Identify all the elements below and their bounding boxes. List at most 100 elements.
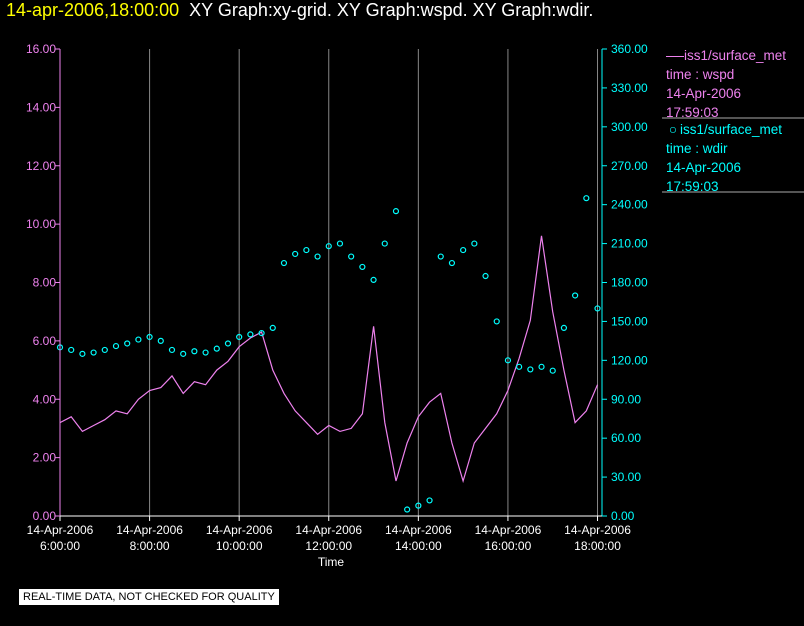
y-left-tick-label: 4.00 <box>33 392 57 406</box>
y-left-tick-label: 12.00 <box>26 159 56 173</box>
x-tick-label-date: 14-Apr-2006 <box>116 523 183 537</box>
chart-title-bar: 14-apr-2006,18:00:00 XY Graph:xy-grid. X… <box>6 0 593 21</box>
legend-series-time: 17:59:03 <box>666 105 719 120</box>
x-tick-label-time: 12:00:00 <box>305 539 352 553</box>
legend-series-time: 17:59:03 <box>666 179 719 194</box>
series-point-wdir <box>202 349 209 356</box>
legend-separators <box>662 117 804 193</box>
y-left-tick-label: 6.00 <box>33 334 57 348</box>
series-point-wdir <box>213 345 220 352</box>
series-point-wdir <box>583 195 590 202</box>
series-point-wdir <box>180 350 187 357</box>
x-tick-label-time: 6:00:00 <box>40 539 80 553</box>
legend-circle-marker: ○ <box>668 122 678 137</box>
series-point-wdir <box>224 340 232 347</box>
legend-series-var: time : wdir <box>666 141 728 156</box>
series-point-wdir <box>560 324 568 332</box>
timestamp-label: 14-apr-2006,18:00:00 <box>6 0 180 20</box>
series-point-wdir <box>258 329 265 337</box>
series-point-wdir <box>124 340 131 347</box>
x-tick-label-time: 14:00:00 <box>395 539 442 553</box>
series-point-wdir <box>359 263 366 271</box>
y-right-tick-label: 150.00 <box>611 314 648 328</box>
y-left-tick-label: 2.00 <box>33 451 57 465</box>
series-point-wdir <box>370 276 377 284</box>
y-left-tick-label: 0.00 <box>33 509 57 523</box>
series-point-wdir <box>504 357 512 364</box>
x-tick-label-time: 16:00:00 <box>485 539 532 553</box>
y-right-tick-label: 330.00 <box>611 81 648 95</box>
series-point-wdir <box>280 259 288 267</box>
series-point-wdir <box>135 336 142 343</box>
x-tick-label-time: 18:00:00 <box>574 539 621 553</box>
y-right-tick-label: 180.00 <box>611 276 648 290</box>
x-axis-label: Time <box>318 555 345 569</box>
legend-series-date: 14-Apr-2006 <box>666 86 742 101</box>
x-tick-label-date: 14-Apr-2006 <box>27 523 94 537</box>
series-point-wdir <box>236 333 243 341</box>
series-point-wdir <box>90 349 97 356</box>
series-point-wdir <box>415 502 422 509</box>
legend-line-marker <box>666 55 684 57</box>
x-tick-label-date: 14-Apr-2006 <box>385 523 452 537</box>
y-right-tick-label: 300.00 <box>611 120 648 134</box>
series-point-wdir <box>303 246 310 254</box>
series-point-wdir <box>79 350 86 357</box>
x-tick-label-date: 14-Apr-2006 <box>564 523 631 537</box>
series-point-wdir <box>493 318 500 325</box>
series-point-wdir <box>348 253 355 260</box>
series-point-wdir <box>516 363 523 370</box>
series-point-wdir <box>549 367 556 374</box>
grid-lines <box>59 49 599 516</box>
y-right-tick-label: 90.00 <box>611 392 641 406</box>
y-right-tick-label: 120.00 <box>611 353 648 367</box>
y-right-tick-label: 240.00 <box>611 198 648 212</box>
series-point-wdir <box>112 342 120 350</box>
y-left-tick-label: 8.00 <box>33 276 57 290</box>
series-point-wdir <box>146 333 153 341</box>
y-left-tick-label: 14.00 <box>26 100 56 114</box>
graph-names-label: XY Graph:xy-grid. XY Graph:wspd. XY Grap… <box>189 0 594 20</box>
legend-entry-wdir: ○ iss1/surface_met time : wdir 14-Apr-200… <box>666 120 782 196</box>
y-right-tick-label: 360.00 <box>611 42 648 56</box>
series-point-wdir <box>269 324 276 332</box>
series-point-wdir <box>392 208 400 215</box>
series-point-wdir <box>538 363 545 370</box>
legend-entry-wspd: iss1/surface_met time : wspd 14-Apr-2006… <box>666 46 786 122</box>
series-point-wdir <box>68 346 75 354</box>
y-left-tick-label: 16.00 <box>26 42 56 56</box>
series-point-wdir <box>426 497 433 504</box>
series-point-wdir <box>292 250 299 258</box>
y-right-tick-label: 60.00 <box>611 431 641 445</box>
axes: 14-Apr-2006 6:00:00 14-Apr-2006 8:00:00 14-A… <box>26 42 648 553</box>
legend-series-date: 14-Apr-2006 <box>666 160 742 175</box>
series-point-wdir <box>448 259 456 267</box>
legend-series-name: iss1/surface_met <box>680 122 783 137</box>
series-line-wspd <box>59 235 599 484</box>
series-point-wdir <box>247 331 254 338</box>
series-point-wdir <box>168 346 176 354</box>
series-point-wdir <box>460 246 467 254</box>
series-point-wdir <box>325 243 332 250</box>
series-point-wdir <box>572 292 579 299</box>
series-point-wdir <box>527 366 534 373</box>
y-left-tick-label: 10.00 <box>26 217 56 231</box>
series-point-wdir <box>437 253 444 260</box>
x-tick-label-date: 14-Apr-2006 <box>295 523 362 537</box>
y-right-tick-label: 210.00 <box>611 237 648 251</box>
series-point-wdir <box>482 272 489 280</box>
y-right-tick-label: 0.00 <box>611 509 635 523</box>
series-point-wdir <box>381 240 388 247</box>
y-right-tick-label: 30.00 <box>611 470 641 484</box>
series-point-wdir <box>157 337 164 344</box>
quality-disclaimer: REAL-TIME DATA, NOT CHECKED FOR QUALITY <box>19 589 279 605</box>
series-point-wdir <box>314 253 321 260</box>
series-point-wdir <box>336 240 344 247</box>
series-point-wdir <box>471 240 478 247</box>
series-point-wdir <box>191 348 198 355</box>
series-point-wdir <box>404 506 411 513</box>
x-tick-label-time: 10:00:00 <box>216 539 263 553</box>
y-right-tick-label: 270.00 <box>611 159 648 173</box>
x-tick-label-date: 14-Apr-2006 <box>206 523 273 537</box>
